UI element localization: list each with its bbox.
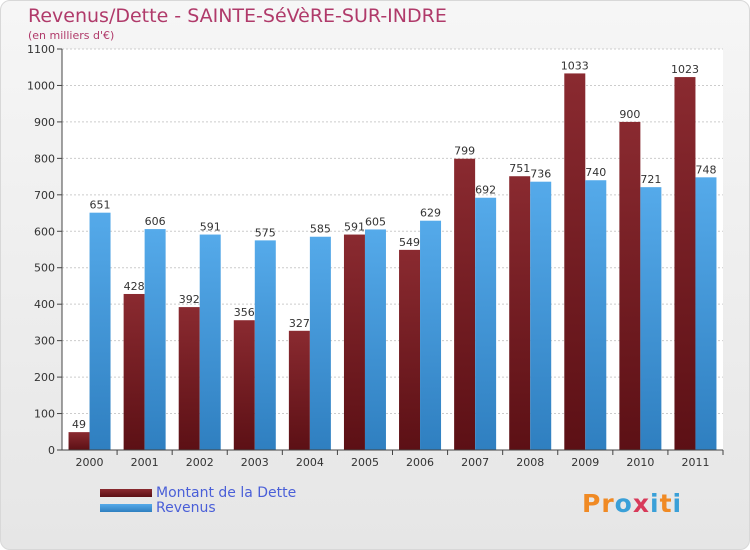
x-tick-label: 2003 [241,456,269,469]
data-label-revenus-2005: 605 [365,215,386,228]
x-tick-label: 2004 [296,456,324,469]
bar-revenus-2001 [144,229,166,450]
logo-letter: x [632,489,650,518]
bar-dette-2005 [343,234,365,450]
proxiti-logo: Proxiti [582,489,682,518]
logo-letter: r [601,489,615,518]
legend-swatch-revenus [100,504,152,512]
y-tick-label: 300 [34,335,55,348]
bar-dette-2009 [564,73,586,450]
chart-subtitle: (en milliers d'€) [28,29,115,42]
bar-dette-2002 [178,307,200,450]
bar-revenus-2000 [89,212,111,450]
x-tick-label: 2008 [516,456,544,469]
x-tick-label: 2001 [131,456,159,469]
bar-revenus-2002 [199,234,221,450]
logo-letter: o [614,489,633,518]
bar-dette-2008 [509,176,531,450]
bar-dette-2010 [619,121,641,450]
bar-revenus-2008 [530,181,552,450]
x-tick-label: 2010 [626,456,654,469]
logo-letter: i [672,489,683,518]
y-tick-label: 1100 [27,43,55,56]
y-tick-label: 700 [34,189,55,202]
bar-revenus-2005 [364,229,386,450]
bar-dette-2004 [288,330,310,450]
y-tick-label: 400 [34,298,55,311]
bar-dette-2007 [454,158,476,450]
bar-dette-2003 [233,320,255,450]
bar-revenus-2004 [309,236,331,450]
bar-revenus-2006 [420,220,442,450]
data-label-dette-2008: 751 [509,162,530,175]
bar-revenus-2007 [475,197,497,450]
y-tick-label: 100 [34,408,55,421]
x-tick-label: 2002 [186,456,214,469]
y-tick-label: 900 [34,116,55,129]
data-label-revenus-2006: 629 [420,207,441,220]
legend-label-revenus: Revenus [156,500,216,516]
data-label-revenus-2008: 736 [530,168,551,181]
data-label-dette-2010: 900 [619,108,640,121]
data-label-revenus-2000: 651 [90,199,111,212]
data-label-dette-2001: 428 [124,280,145,293]
x-tick-label: 2011 [681,456,709,469]
bar-dette-2006 [399,249,421,450]
data-label-dette-2002: 392 [179,293,200,306]
bar-revenus-2010 [640,187,662,450]
y-tick-label: 0 [48,444,55,457]
data-label-dette-2000: 49 [72,418,86,431]
data-label-revenus-2002: 591 [200,221,221,234]
data-label-dette-2011: 1023 [671,63,699,76]
bar-dette-2001 [123,293,145,450]
y-tick-label: 800 [34,152,55,165]
x-tick-label: 2009 [571,456,599,469]
y-tick-label: 200 [34,371,55,384]
data-label-revenus-2007: 692 [475,184,496,197]
y-tick-label: 600 [34,225,55,238]
bar-revenus-2009 [585,180,607,450]
x-tick-label: 2007 [461,456,489,469]
data-label-dette-2007: 799 [454,145,475,158]
data-label-revenus-2003: 575 [255,226,276,239]
bar-revenus-2003 [254,240,276,450]
data-label-revenus-2011: 748 [695,163,716,176]
data-label-dette-2005: 591 [344,221,365,234]
legend-swatch-dette [100,489,152,497]
chart-title: Revenus/Dette - SAINTE-SéVèRE-SUR-INDRE [28,5,447,27]
data-label-revenus-2004: 585 [310,223,331,236]
data-label-revenus-2009: 740 [585,166,606,179]
data-label-dette-2006: 549 [399,236,420,249]
bar-dette-2011 [674,77,696,450]
plot-area [62,49,723,450]
data-label-revenus-2010: 721 [640,173,661,186]
y-tick-label: 500 [34,262,55,275]
data-label-revenus-2001: 606 [145,215,166,228]
bar-revenus-2011 [695,177,717,450]
logo-letter: i [650,489,660,518]
bar-dette-2000 [68,432,90,450]
y-tick-label: 1000 [27,79,55,92]
x-tick-label: 2006 [406,456,434,469]
data-label-dette-2003: 356 [234,306,255,319]
legend-label-dette: Montant de la Dette [156,485,297,501]
logo-letter: t [659,489,673,518]
data-label-dette-2004: 327 [289,317,310,330]
logo-letter: P [582,489,602,518]
x-tick-label: 2005 [351,456,379,469]
data-label-dette-2009: 1033 [561,59,589,72]
x-tick-label: 2000 [76,456,104,469]
